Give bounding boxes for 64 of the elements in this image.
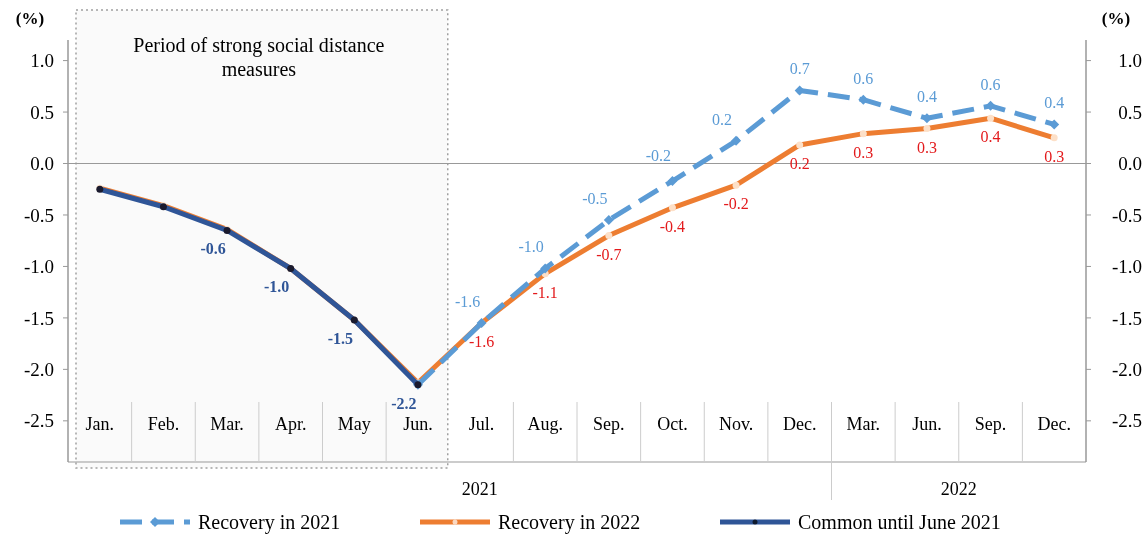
band-label: Period of strong social distance measures <box>133 34 385 80</box>
x-tick-label: Jun. <box>912 414 942 434</box>
y-tick-label: 0.0 <box>30 153 54 175</box>
y-tick-label: -0.5 <box>23 204 54 226</box>
data-label: -1.6 <box>454 293 481 311</box>
data-label: -0.5 <box>582 190 608 208</box>
data-label: -0.2 <box>645 147 672 165</box>
y-tick-label: -1.5 <box>23 307 54 329</box>
legend-label: Recovery in 2022 <box>498 511 641 534</box>
data-label: 0.6 <box>853 69 874 87</box>
data-label: 0.2 <box>712 110 733 128</box>
data-label: -1.1 <box>532 283 558 301</box>
data-label: 0.4 <box>916 88 937 106</box>
y-tick-label: -2.0 <box>23 359 54 381</box>
data-label: 0.3 <box>853 143 874 161</box>
y2-tick-label: 1.0 <box>1118 50 1142 72</box>
y-tick-label: -2.5 <box>23 410 54 432</box>
y2-tick-label: 0.0 <box>1118 153 1142 175</box>
x-tick-label: Oct. <box>657 414 688 434</box>
data-label: 0.2 <box>789 154 810 172</box>
y2-tick-label: -2.5 <box>1111 410 1142 432</box>
y2-axis-title: (%) <box>1101 9 1131 28</box>
y2-tick-label: -1.0 <box>1111 256 1142 278</box>
y2-tick-label: -2.0 <box>1111 359 1142 381</box>
y-tick-label: 0.5 <box>30 101 54 123</box>
legend-label: Common until June 2021 <box>798 511 1001 533</box>
data-label: 0.6 <box>980 75 1001 93</box>
x-tick-label: Jun. <box>403 414 433 434</box>
x-tick-label: Mar. <box>846 414 881 434</box>
x-tick-label: May <box>337 414 371 434</box>
x-tick-label: Dec. <box>1037 414 1071 434</box>
data-label: -1.0 <box>518 238 544 256</box>
data-label: -0.2 <box>723 195 749 213</box>
x-tick-label: Dec. <box>782 414 817 434</box>
x-tick-label: Jan. <box>85 414 115 434</box>
x-tick-label: Feb. <box>147 414 180 434</box>
y-tick-label: 1.0 <box>30 50 54 72</box>
data-label: -0.6 <box>200 240 226 258</box>
x-tick-label: Sep. <box>593 414 625 434</box>
x-tick-label: Aug. <box>527 414 563 434</box>
text: 2021 <box>461 479 498 499</box>
text: 2022 <box>940 479 977 499</box>
x-tick-label: Nov. <box>718 414 754 434</box>
x-tick-label: Mar. <box>210 414 244 434</box>
y2-tick-label: 0.5 <box>1118 101 1142 123</box>
data-label: 0.3 <box>916 138 937 156</box>
y-tick-label: -1.0 <box>23 256 54 278</box>
x-tick-label: Apr. <box>274 414 307 434</box>
data-label: -0.4 <box>659 217 686 235</box>
data-label: 0.7 <box>789 60 810 78</box>
data-label: 0.3 <box>1044 147 1065 165</box>
data-label: -1.0 <box>264 278 290 296</box>
data-label: -1.5 <box>327 329 353 347</box>
y-axis-title: (%) <box>15 9 45 28</box>
data-label: -2.2 <box>391 394 417 412</box>
x-tick-label: Jul. <box>468 414 495 434</box>
x-tick-label: Sep. <box>974 414 1007 434</box>
data-label: 0.4 <box>980 128 1001 146</box>
y2-tick-label: -1.5 <box>1111 307 1142 329</box>
data-label: -0.7 <box>596 245 622 263</box>
data-label: 0.4 <box>1044 94 1065 112</box>
y2-tick-label: -0.5 <box>1111 204 1142 226</box>
legend-label: Recovery in 2021 <box>198 511 341 534</box>
data-label: -1.6 <box>468 333 495 351</box>
